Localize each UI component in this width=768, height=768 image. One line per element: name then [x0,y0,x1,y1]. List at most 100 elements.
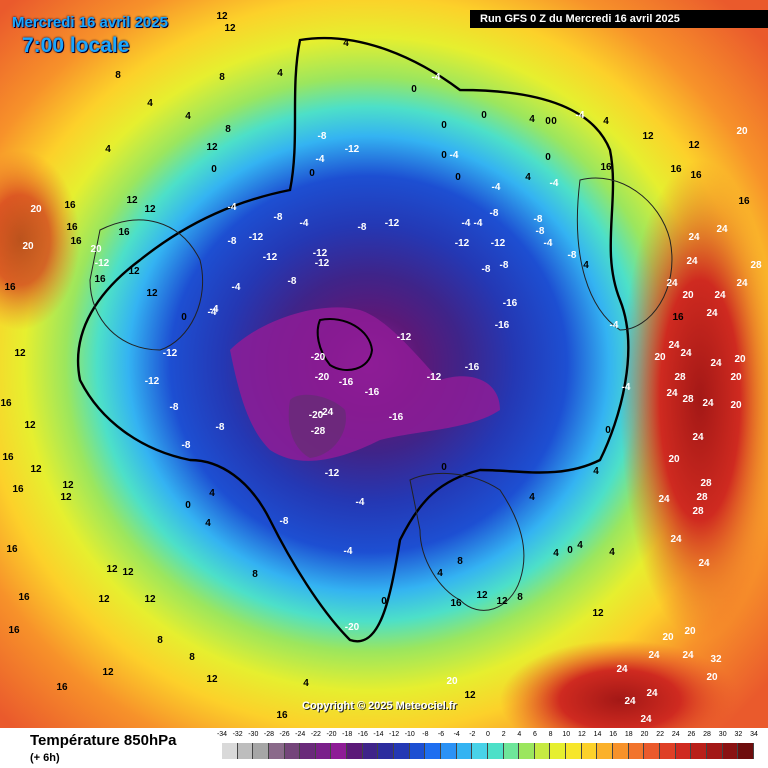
temperature-label: 24 [658,494,670,505]
temperature-label: 20 [446,676,458,687]
temperature-label: 24 [616,664,628,675]
legend-tick: 22 [656,731,664,738]
temperature-label: -12 [315,258,330,269]
legend-swatch [331,743,348,759]
temperature-label: 20 [22,241,34,252]
temperature-label: 0 [441,462,447,473]
legend-swatch [675,743,692,759]
temperature-label: 28 [700,478,712,489]
legend: Température 850hPa (+ 6h) -34 -32 -30 -28 -2… [0,728,768,768]
temperature-label: 8 [219,72,225,83]
temperature-label: -4 [208,307,217,318]
temperature-label: 12 [496,596,508,607]
temperature-label: -4 [228,202,237,213]
temperature-label: 20 [668,454,680,465]
temperature-label: -16 [465,362,480,373]
legend-tick: -20 [326,731,337,738]
temperature-label: -8 [280,516,289,527]
temperature-label: -12 [455,238,470,249]
legend-swatch [613,743,629,759]
temperature-label: -8 [216,422,225,433]
legend-tick: 34 [750,731,758,738]
temperature-label: 12 [642,131,654,142]
legend-swatch [722,743,739,759]
temperature-label: -12 [385,218,400,229]
temperature-label: -8 [490,208,499,219]
temperature-label: -4 [356,497,365,508]
temperature-label: 0 [411,84,417,95]
temperature-label: -4 [474,218,483,229]
temperature-label: 16 [276,710,288,721]
temperature-label: 16 [450,598,462,609]
temperature-label: 20 [734,354,746,365]
legend-tick: 18 [624,731,633,738]
legend-swatch [472,743,488,759]
temperature-label: -8 [318,131,327,142]
temperature-label: 24 [666,278,678,289]
temperature-label: -12 [491,238,506,249]
temperature-label: 24 [702,398,714,409]
temperature-label: 8 [457,556,463,567]
legend-swatch [691,743,707,759]
legend-swatch [503,743,520,759]
temperature-label: -20 [309,410,324,421]
temperature-label: 32 [710,654,722,665]
temperature-label: 20 [30,204,42,215]
temperature-label: 16 [8,625,20,636]
temperature-label: -4 [544,238,553,249]
temperature-label: -4 [210,304,219,315]
hot-zone-south [500,640,740,728]
temperature-label: 4 [603,116,609,127]
temperature-label: 12 [688,140,700,151]
temperature-label: 12 [464,690,476,701]
legend-swatch [628,743,645,759]
temperature-label: 24 [688,232,700,243]
temperature-label: -20 [315,372,330,383]
legend-swatch [253,743,269,759]
legend-tick: 2 [501,731,506,738]
temperature-label: 12 [24,420,36,431]
temperature-label: -8 [170,402,179,413]
legend-tick: 8 [548,731,553,738]
temperature-label: -12 [145,376,160,387]
temperature-label: -16 [503,298,518,309]
temperature-label: 16 [738,196,750,207]
temperature-label: 8 [115,70,121,81]
temperature-label: 0 [181,312,187,323]
temperature-label: 24 [648,650,660,661]
legend-tick: -28 [263,731,274,738]
temperature-label: -8 [534,214,543,225]
temperature-label: 4 [525,172,531,183]
temperature-label: -4 [232,282,241,293]
legend-tick: -6 [437,731,445,738]
temperature-label: 12 [98,594,110,605]
temperature-label: 12 [144,594,156,605]
temperature-label: 12 [224,23,236,34]
temperature-label: -28 [311,426,326,437]
temperature-label: 0 [185,500,191,511]
temperature-label: 4 [577,540,583,551]
temperature-label: -8 [358,222,367,233]
legend-tick: 30 [718,731,727,738]
temperature-label: 4 [147,98,153,109]
temperature-label: 12 [206,142,218,153]
legend-swatch [425,743,441,759]
legend-swatch [394,743,410,759]
temperature-label: 4 [583,260,589,271]
run-info: Run GFS 0 Z du Mercredi 16 avril 2025 [470,10,768,28]
temperature-label: 24 [692,432,704,443]
temperature-label: 8 [517,592,523,603]
legend-tick: 20 [640,731,649,738]
temperature-label: 24 [706,308,718,319]
temperature-label: 12 [592,608,604,619]
temperature-label: 28 [692,506,704,517]
temperature-label: -8 [536,226,545,237]
temperature-label: -12 [95,258,110,269]
temperature-label: 12 [146,288,158,299]
temperature-label: -4 [622,382,631,393]
temperature-label: 0 [545,116,551,127]
temperature-label: 16 [672,312,684,323]
temperature-label: -12 [163,348,178,359]
legend-swatch [440,743,457,759]
